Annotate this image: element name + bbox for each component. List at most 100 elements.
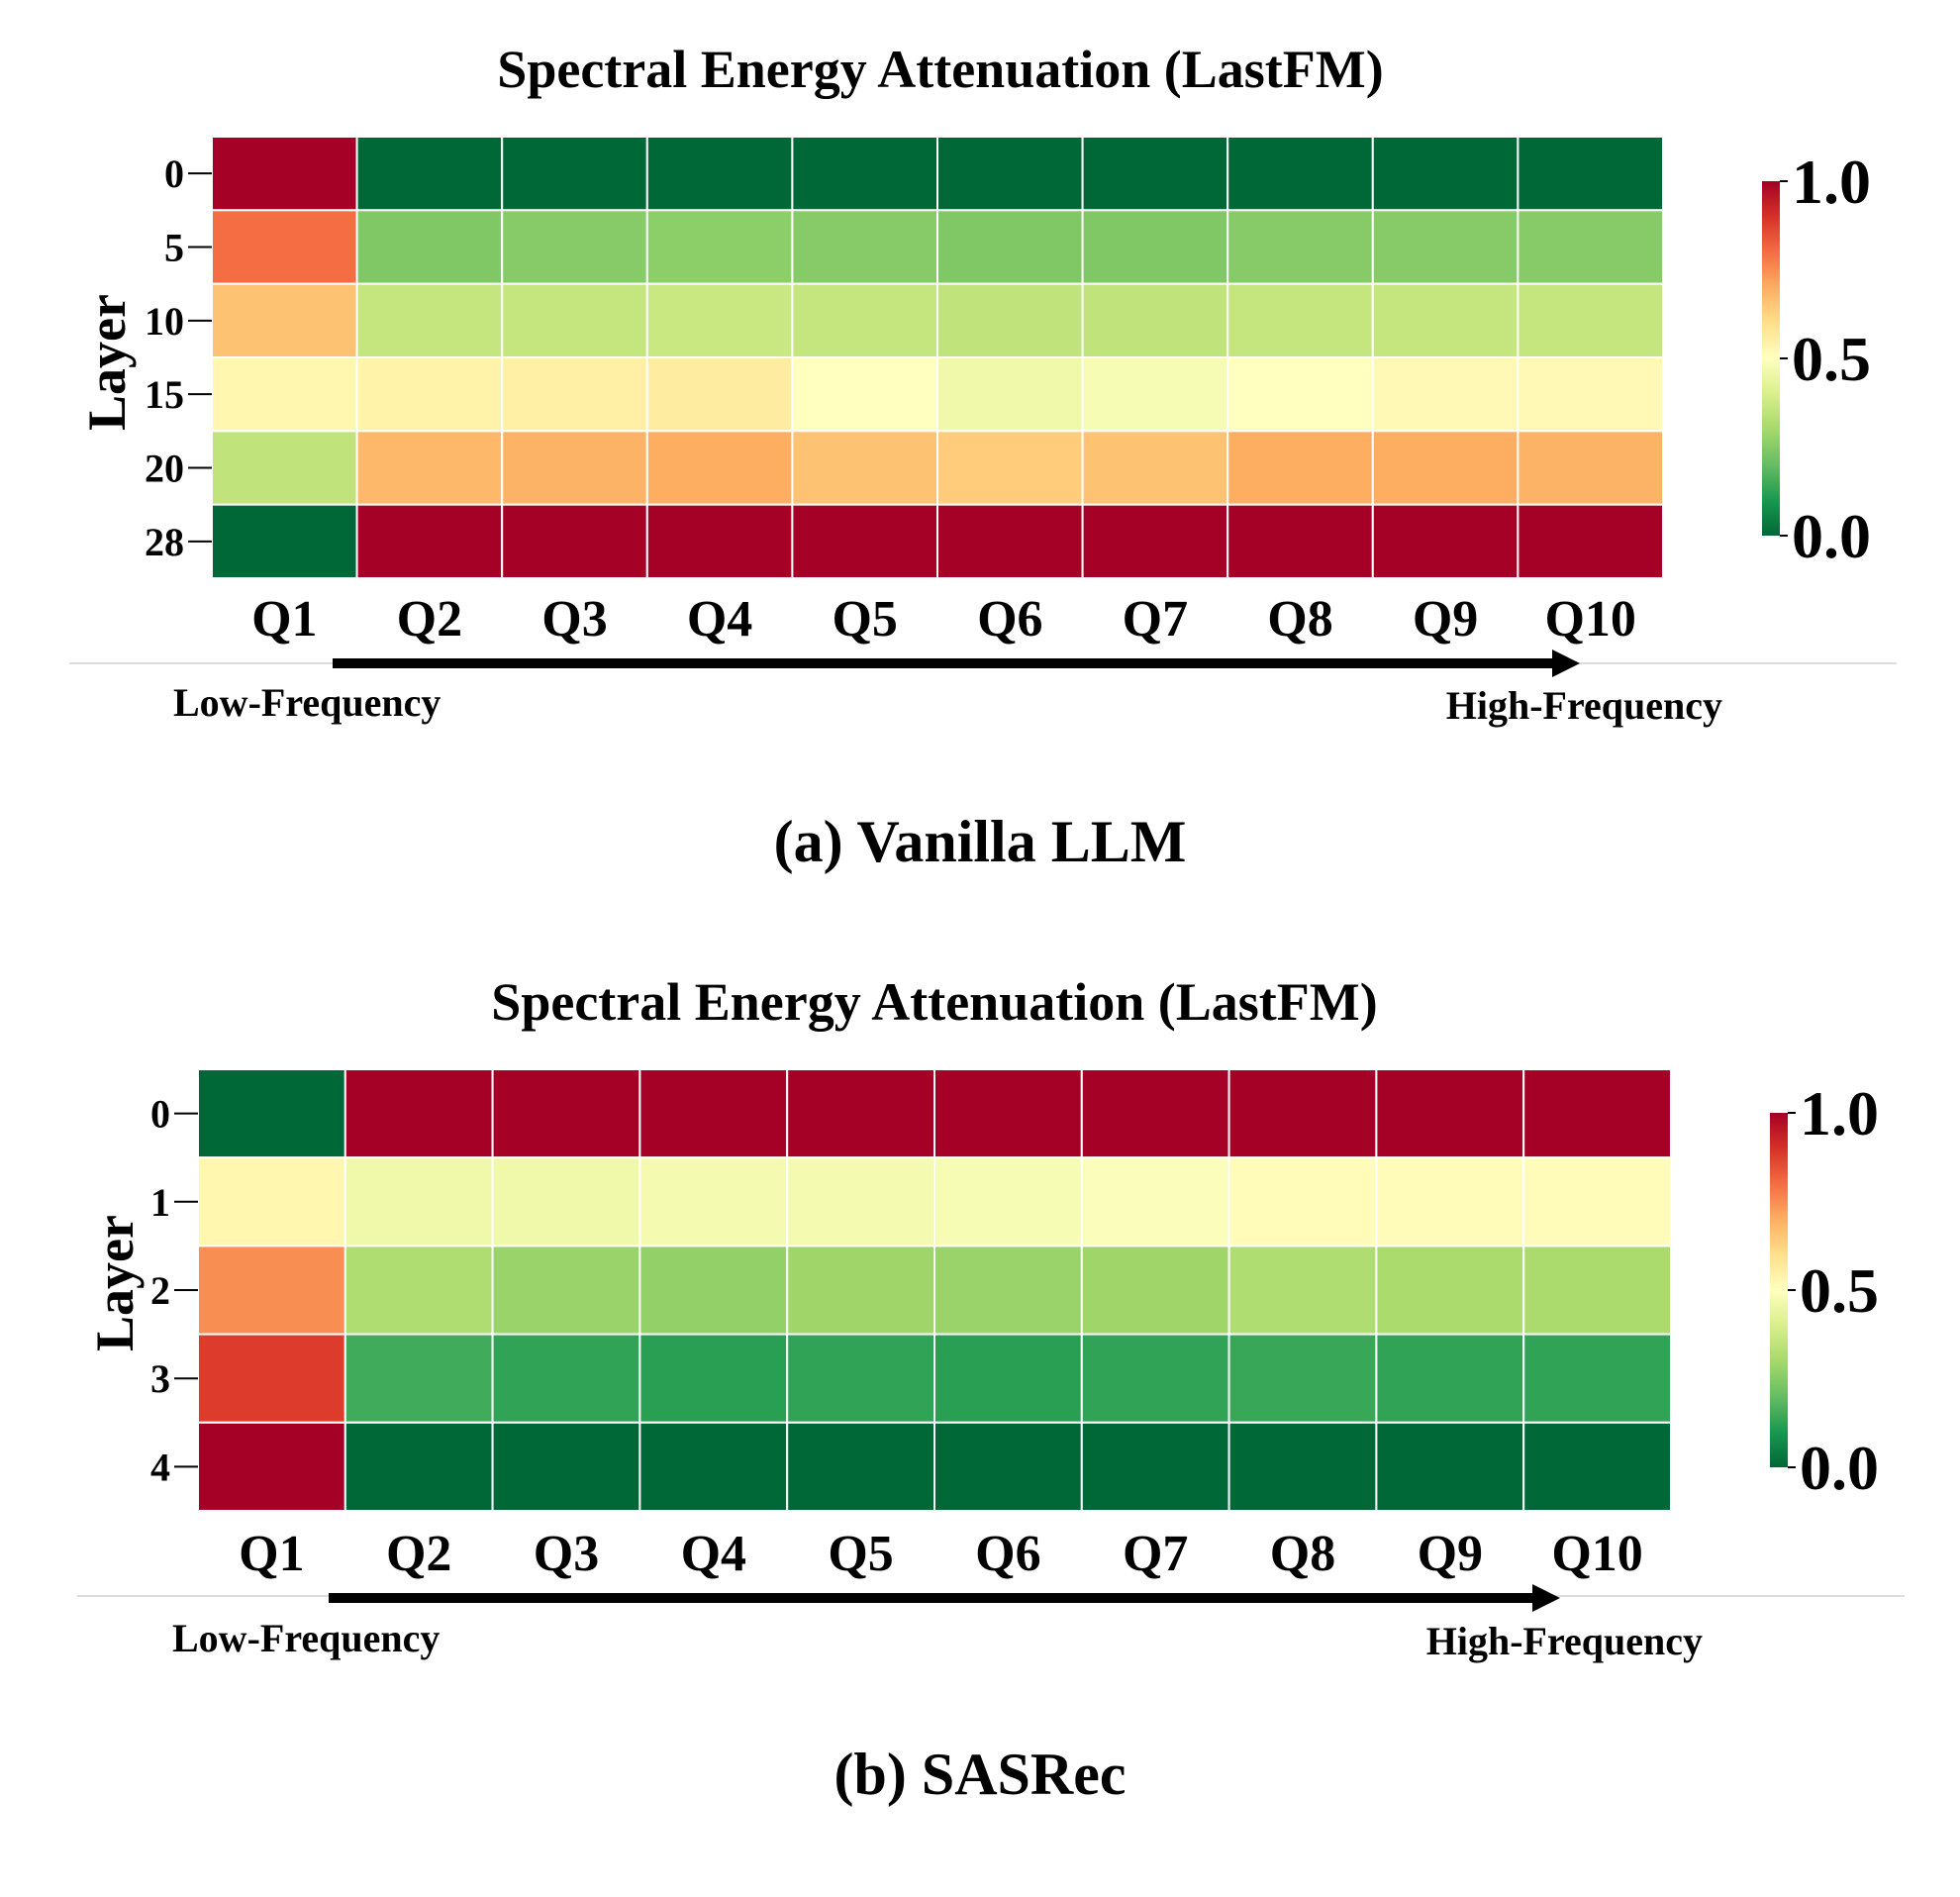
colorbar-ticks: 0.0 0.5 1.0	[1780, 147, 1871, 571]
heatmap-cell	[933, 1333, 1083, 1424]
heatmap-vanilla-llm: Spectral Energy Attenuation (LastFM) 0 5 1…	[69, 40, 1897, 874]
heatmap-cell	[1227, 1068, 1378, 1159]
heatmap-cell	[1517, 209, 1665, 285]
x-tick-label: Q7	[1123, 1526, 1188, 1582]
x-tick-label: Q7	[1123, 591, 1188, 648]
heatmap-cell	[1371, 356, 1519, 433]
heatmap-cell	[1081, 209, 1229, 285]
heatmap-cell	[936, 356, 1084, 433]
colorbar-tick-label: 1.0	[1800, 1078, 1879, 1148]
x-tick-label: Q8	[1270, 1526, 1335, 1582]
heatmap-cell	[355, 503, 504, 580]
heatmap-cell	[786, 1156, 936, 1248]
heatmap-cell	[211, 503, 358, 580]
x-tick-label: Q2	[397, 591, 462, 648]
heatmap-sasrec: Spectral Energy Attenuation (LastFM) 0 1 2…	[77, 972, 1905, 1807]
heatmap-cell	[491, 1333, 641, 1424]
heatmap-cell	[1371, 430, 1519, 506]
y-tick-label: 15	[145, 372, 184, 417]
heatmap-cell	[1081, 282, 1229, 359]
heatmap-cell	[638, 1245, 789, 1336]
heatmap-cell	[491, 1245, 641, 1336]
x-axis-ticks: Q1 Q2 Q3 Q4 Q5 Q6 Q7 Q8 Q9 Q10	[251, 591, 1636, 648]
heatmap-cell	[1226, 136, 1374, 212]
y-tick-label: 0	[150, 1092, 170, 1137]
colorbar-ticks: 0.0 0.5 1.0	[1788, 1078, 1879, 1503]
heatmap-cell	[1522, 1068, 1672, 1159]
heatmap-cell	[786, 1333, 936, 1424]
heatmap-cell	[1375, 1156, 1525, 1248]
colorbar-tick-label: 0.0	[1792, 501, 1871, 571]
heatmap-cell	[197, 1333, 346, 1424]
heatmap-cell	[936, 209, 1084, 285]
heatmap-cell	[1517, 356, 1665, 433]
high-frequency-label: High-Frequency	[1426, 1619, 1703, 1663]
heatmap-cell	[491, 1068, 641, 1159]
heatmap-cell	[1226, 282, 1374, 359]
heatmap-cell	[1080, 1245, 1230, 1336]
heatmap-cell	[645, 209, 794, 285]
heatmap-cell	[355, 356, 504, 433]
heatmap-cell	[211, 209, 358, 285]
heatmap-cell	[1080, 1068, 1230, 1159]
heatmap-cell	[501, 282, 648, 359]
y-axis-ticks: 0 1 2 3 4	[150, 1092, 198, 1489]
heatmap-cell	[1517, 136, 1665, 212]
heatmap-cell	[1080, 1156, 1230, 1248]
colorbar-tick-label: 0.5	[1792, 324, 1871, 394]
heatmap-cell	[936, 282, 1084, 359]
heatmap-cell	[645, 282, 794, 359]
x-tick-label: Q1	[239, 1526, 304, 1582]
heatmap-cell	[343, 1421, 494, 1512]
x-tick-label: Q9	[1413, 591, 1478, 648]
heatmap-cell	[1226, 209, 1374, 285]
colorbar	[1770, 1113, 1788, 1467]
frequency-arrow-head	[1552, 649, 1580, 677]
heatmap-cell	[1375, 1421, 1525, 1512]
colorbar	[1762, 181, 1780, 536]
heatmap-cell	[933, 1245, 1083, 1336]
heatmap-cells	[211, 136, 1665, 580]
heatmap-cell	[638, 1068, 789, 1159]
heatmap-cell	[638, 1333, 789, 1424]
heatmap-cell	[197, 1156, 346, 1248]
y-axis-label: Layer	[77, 294, 137, 431]
heatmap-cell	[791, 136, 939, 212]
heatmap-cell	[355, 136, 504, 212]
x-tick-label: Q8	[1267, 591, 1332, 648]
panel-vanilla-llm: Spectral Energy Attenuation (LastFM) 0 5 1…	[0, 0, 1960, 941]
heatmap-cell	[1522, 1156, 1672, 1248]
heatmap-cell	[936, 430, 1084, 506]
x-tick-label: Q2	[386, 1526, 451, 1582]
x-tick-label: Q10	[1551, 1526, 1642, 1582]
heatmap-cell	[501, 356, 648, 433]
frequency-arrow-head	[1532, 1584, 1560, 1612]
caption: (a) Vanilla LLM	[774, 809, 1187, 874]
x-tick-label: Q5	[828, 1526, 893, 1582]
y-tick-label: 2	[150, 1268, 170, 1313]
panel-sasrec: Spectral Energy Attenuation (LastFM) 0 1 2…	[0, 941, 1960, 1897]
heatmap-cell	[355, 209, 504, 285]
heatmap-cells	[197, 1068, 1672, 1512]
heatmap-cell	[1227, 1333, 1378, 1424]
heatmap-cell	[491, 1156, 641, 1248]
heatmap-cell	[1517, 282, 1665, 359]
x-tick-label: Q5	[832, 591, 897, 648]
heatmap-cell	[501, 209, 648, 285]
heatmap-cell	[1371, 136, 1519, 212]
heatmap-cell	[1522, 1421, 1672, 1512]
heatmap-cell	[501, 503, 648, 580]
heatmap-cell	[211, 430, 358, 506]
x-tick-label: Q6	[975, 1526, 1040, 1582]
heatmap-cell	[1522, 1245, 1672, 1336]
heatmap-cell	[933, 1156, 1083, 1248]
heatmap-cell	[211, 282, 358, 359]
heatmap-cell	[491, 1421, 641, 1512]
x-tick-label: Q4	[687, 591, 752, 648]
heatmap-cell	[1375, 1333, 1525, 1424]
heatmap-cell	[1080, 1333, 1230, 1424]
y-axis-ticks: 0 5 10 15 20 28	[145, 151, 212, 564]
low-frequency-label: Low-Frequency	[172, 1616, 440, 1660]
heatmap-cell	[211, 356, 358, 433]
heatmap-cell	[1081, 356, 1229, 433]
